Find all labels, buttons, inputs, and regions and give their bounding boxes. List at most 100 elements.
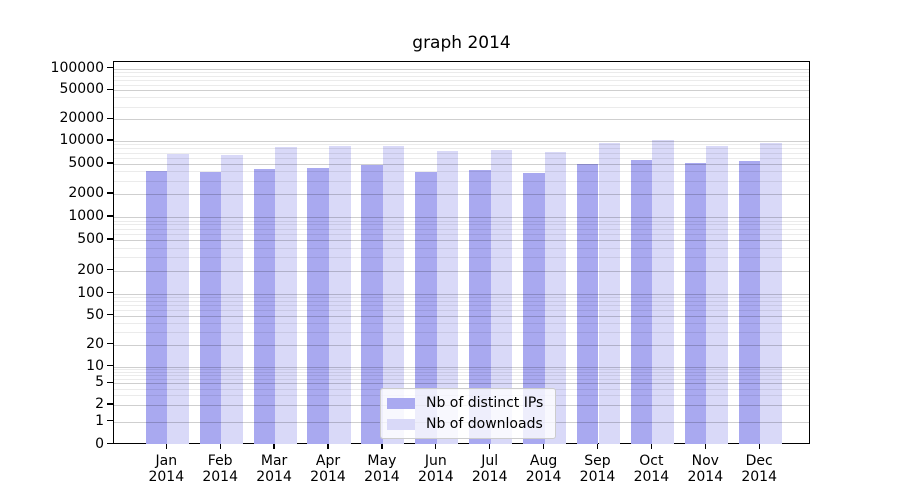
y-tick-mark <box>106 343 113 345</box>
gridline-minor <box>114 157 809 159</box>
gridline-minor <box>114 369 809 371</box>
x-tick-label: Feb 2014 <box>202 453 238 485</box>
bar-downloads-nov <box>706 145 728 445</box>
gridline-major <box>114 217 809 218</box>
x-tick-mark <box>381 443 383 449</box>
y-tick-label: 200 <box>77 261 104 278</box>
bar-ips-mar <box>253 169 276 445</box>
bar-ips-jul <box>469 170 491 445</box>
x-tick-mark <box>435 443 437 449</box>
bar-ips-oct <box>630 159 653 445</box>
x-tick-label: Mar 2014 <box>256 453 292 485</box>
bar-downloads-feb <box>221 154 243 445</box>
bar-ips-nov <box>684 163 707 445</box>
x-tick-label: Jul 2014 <box>471 453 508 485</box>
gridline-minor <box>114 72 809 73</box>
gridline-major <box>114 293 809 295</box>
gridline-minor <box>114 75 809 77</box>
x-tick-label: Apr 2014 <box>310 453 346 485</box>
y-tick-mark <box>106 162 113 164</box>
y-tick-label: 2000 <box>68 185 104 202</box>
x-tick-mark <box>165 443 167 449</box>
bar-ips-aug <box>523 172 545 445</box>
y-tick-mark <box>106 117 113 119</box>
gridline-minor <box>114 331 809 333</box>
bar-ips-jan <box>145 171 168 445</box>
y-tick-label: 2 <box>95 396 104 413</box>
gridline-minor <box>114 297 809 299</box>
gridline-minor <box>114 309 809 311</box>
gridline-minor <box>114 152 809 154</box>
gridline-minor <box>114 148 809 150</box>
x-tick-mark <box>758 443 760 449</box>
bar-downloads-may <box>382 145 405 445</box>
legend-entry-distinct-ips: Nb of distinct IPs <box>387 395 543 411</box>
legend-label-distinct-ips: Nb of distinct IPs <box>426 395 544 411</box>
gridline-minor <box>114 180 809 182</box>
y-tick-label: 100000 <box>50 59 104 76</box>
x-tick-label: Dec 2014 <box>741 453 777 485</box>
x-tick-mark <box>704 443 706 449</box>
chart-title: graph 2014 <box>412 33 511 53</box>
bar-downloads-sep <box>598 143 621 445</box>
plot-area <box>113 61 810 445</box>
y-tick-mark <box>106 139 113 141</box>
gridline-major <box>114 90 809 92</box>
bar-ips-sep <box>576 164 599 445</box>
y-tick-mark <box>106 403 113 405</box>
x-tick-mark <box>489 443 491 449</box>
bar-ips-dec <box>738 161 761 445</box>
y-tick-label: 1 <box>95 412 104 429</box>
gridline-minor <box>114 247 809 249</box>
legend-entry-downloads: Nb of downloads <box>387 416 543 432</box>
gridline-minor <box>114 375 809 377</box>
gridline-minor <box>114 300 809 302</box>
y-tick-label: 50 <box>86 306 104 323</box>
y-tick-label: 500 <box>77 231 104 248</box>
bar-downloads-apr <box>329 146 351 445</box>
x-tick-mark <box>596 443 599 449</box>
legend-swatch-distinct-ips <box>387 397 415 409</box>
gridline-minor <box>114 84 809 86</box>
x-tick-mark <box>650 443 653 449</box>
x-tick-label: Aug 2014 <box>525 453 562 485</box>
y-tick-mark <box>106 381 113 383</box>
bar-downloads-oct <box>652 139 674 445</box>
x-tick-mark <box>219 443 221 449</box>
y-tick-mark <box>106 314 113 316</box>
gridline-major <box>114 194 809 196</box>
gridline-major <box>114 68 809 70</box>
gridline-minor <box>114 144 809 146</box>
y-tick-label: 20 <box>86 335 104 352</box>
gridline-major <box>114 141 809 142</box>
gridline-minor <box>114 224 809 226</box>
y-tick-label: 0 <box>95 435 104 452</box>
gridline-minor <box>114 234 809 236</box>
bar-downloads-jul <box>490 150 513 445</box>
gridline-minor <box>114 106 809 108</box>
y-tick-mark <box>106 268 113 271</box>
legend-swatch-downloads <box>387 418 415 430</box>
y-tick-mark <box>106 365 113 367</box>
gridline-minor <box>114 220 809 222</box>
y-tick-label: 20000 <box>59 110 104 127</box>
x-tick-mark <box>273 443 275 449</box>
bar-downloads-jan <box>167 154 189 445</box>
y-tick-mark <box>106 420 113 422</box>
gridline-major <box>114 163 809 165</box>
y-tick-mark <box>106 88 113 91</box>
y-tick-label: 1000 <box>68 208 104 224</box>
gridline-minor <box>114 372 809 374</box>
x-tick-mark <box>542 443 545 449</box>
y-tick-label: 100 <box>77 284 104 301</box>
y-tick-mark <box>106 238 113 240</box>
gridline-minor <box>114 79 809 81</box>
gridline-minor <box>114 97 809 99</box>
y-tick-label: 5000 <box>68 154 104 171</box>
bar-downloads-dec <box>760 142 782 445</box>
y-tick-label: 5 <box>95 374 104 391</box>
gridline-major <box>114 315 809 317</box>
y-tick-mark <box>106 192 113 194</box>
x-tick-label: Jun 2014 <box>417 453 454 485</box>
